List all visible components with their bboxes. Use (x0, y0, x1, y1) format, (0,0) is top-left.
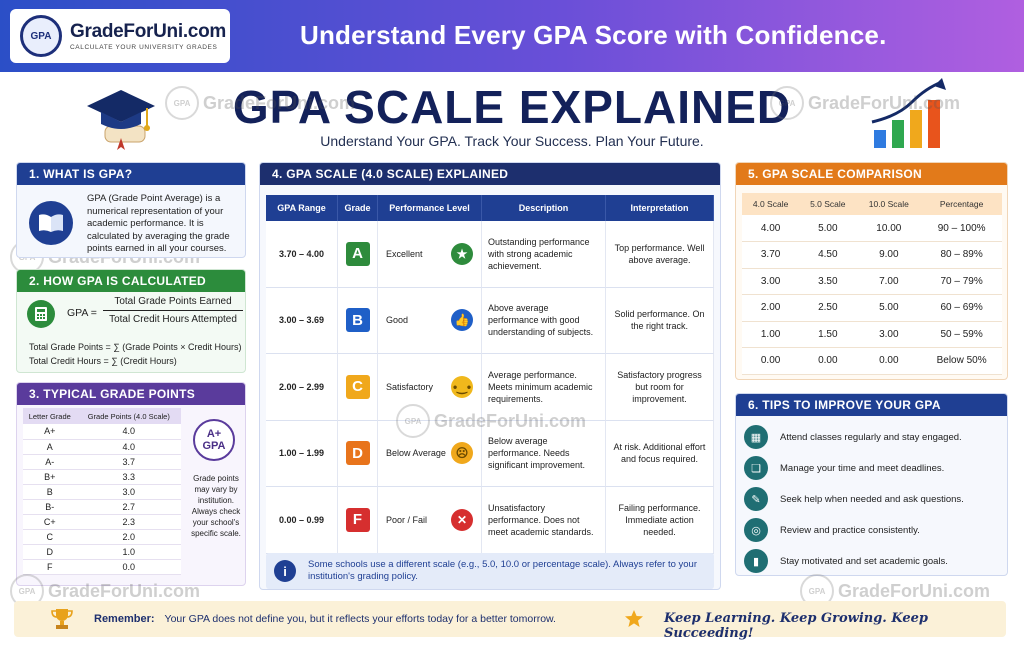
tip-item: ▦ Attend classes regularly and stay engag… (744, 425, 962, 449)
info-icon: i (274, 560, 296, 582)
scale-note-text: Some schools use a different scale (e.g.… (308, 558, 698, 583)
gpa-seal-icon: GPA (20, 15, 62, 57)
table-row: 2.00 2.50 5.00 60 – 69% (742, 294, 1002, 322)
star-icon: ★ (451, 242, 473, 265)
col-letter-grade: Letter Grade (23, 408, 77, 424)
tip-item: ◎ Review and practice consistently. (744, 518, 920, 542)
table-row: 0.00 – 0.99 F Poor / Fail ✕ Unsatisfactor… (266, 487, 714, 554)
remember-label: Remember: (94, 613, 155, 625)
neutral-face-icon: •‿• (451, 375, 473, 398)
calculator-icon (27, 300, 55, 328)
tips-heading: 6. TIPS TO IMPROVE YOUR GPA (736, 394, 1007, 416)
col-grade: Grade (338, 195, 378, 221)
top-banner: GPA GradeForUni.com CALCULATE YOUR UNIVE… (0, 0, 1024, 72)
x-circle-icon: ✕ (451, 508, 473, 531)
grade-badge: A (345, 241, 370, 266)
logo-tagline: CALCULATE YOUR UNIVERSITY GRADES (70, 44, 218, 51)
what-is-gpa-panel: 1. WHAT IS GPA? GPA (Grade Point Average… (16, 162, 246, 258)
tip-item: ▮ Stay motivated and set academic goals. (744, 549, 948, 573)
thumbs-up-icon: 👍 (451, 309, 473, 332)
table-row: D 1.0 (23, 544, 181, 560)
formula-denominator: Total Credit Hours Attempted (109, 314, 237, 325)
gpa-formula-label: GPA = (67, 307, 97, 319)
what-is-gpa-text: GPA (Grade Point Average) is a numerical… (87, 193, 230, 254)
growth-chart-icon (871, 78, 946, 148)
formula-numerator: Total Grade Points Earned (103, 296, 243, 311)
what-is-gpa-heading: 1. WHAT IS GPA? (17, 163, 245, 185)
grade-points-table: Letter Grade Grade Points (4.0 Scale) A+… (23, 408, 181, 575)
table-row: 3.70 4.50 9.00 80 – 89% (742, 241, 1002, 269)
footer-banner: Remember: Your GPA does not define you, … (14, 601, 1006, 641)
grade-badge: B (345, 308, 370, 333)
a-plus-gpa-badge: A+ GPA (193, 419, 235, 461)
table-row: 2.00 – 2.99 C Satisfactory •‿• Average pe… (266, 354, 714, 421)
col-grade-points: Grade Points (4.0 Scale) (76, 408, 181, 424)
pencil-icon: ✎ (744, 487, 768, 511)
gpa-scale-heading: 4. GPA SCALE (4.0 SCALE) EXPLAINED (260, 163, 720, 185)
bar-chart-icon: ▮ (744, 549, 768, 573)
footer-slogan: Keep Learning. Keep Growing. Keep Succee… (664, 611, 928, 641)
table-row: C 2.0 (23, 529, 181, 545)
formula-line-2: Total Credit Hours = ∑ (Credit Hours) (29, 356, 177, 366)
table-row: 0.00 0.00 0.00 Below 50% (742, 347, 1002, 375)
table-row: A- 3.7 (23, 454, 181, 470)
table-row: B- 2.7 (23, 499, 181, 515)
table-row: 4.00 5.00 10.00 90 – 100% (742, 215, 1002, 242)
col-performance-level: Performance Level (378, 195, 482, 221)
how-calculated-panel: 2. HOW GPA IS CALCULATED GPA = Total Gra… (16, 269, 246, 373)
table-row: B 3.0 (23, 484, 181, 500)
tip-item: ❏ Manage your time and meet deadlines. (744, 456, 944, 480)
gpa-formula: Total Grade Points Earned Total Credit H… (103, 296, 243, 325)
trophy-icon (51, 609, 73, 629)
typical-grade-points-panel: 3. TYPICAL GRADE POINTS Letter Grade Gra… (16, 382, 246, 586)
typical-grade-points-heading: 3. TYPICAL GRADE POINTS (17, 383, 245, 405)
gpa-comparison-table: 4.0 Scale 5.0 Scale 10.0 Scale Percentage 4… (742, 193, 1002, 375)
col-gpa-range: GPA Range (266, 195, 338, 221)
gpa-comparison-panel: 5. GPA SCALE COMPARISON 4.0 Scale 5.0 Sca… (735, 162, 1008, 380)
graduation-cap-icon (87, 90, 155, 150)
main-title: GPA SCALE EXPLAINED (232, 81, 792, 133)
grade-points-note: Grade points may vary by institution. Al… (191, 474, 241, 538)
main-subtitle: Understand Your GPA. Track Your Success.… (320, 133, 704, 149)
table-row: 3.00 3.50 7.00 70 – 79% (742, 268, 1002, 295)
col-interpretation: Interpretation (606, 195, 714, 221)
col-description: Description (482, 195, 606, 221)
gpa-comparison-heading: 5. GPA SCALE COMPARISON (736, 163, 1007, 185)
table-row: A 4.0 (23, 439, 181, 455)
gpa-scale-table: GPA Range Grade Performance Level Descri… (266, 195, 714, 554)
how-calculated-heading: 2. HOW GPA IS CALCULATED (17, 270, 245, 292)
sad-face-icon: ☹ (451, 442, 473, 465)
remember-text: Your GPA does not define you, but it ref… (164, 613, 556, 625)
gpa-scale-panel: 4. GPA SCALE (4.0 SCALE) EXPLAINED GPA R… (259, 162, 721, 590)
target-icon: ◎ (744, 518, 768, 542)
table-row: 1.00 1.50 3.00 50 – 59% (742, 321, 1002, 348)
formula-line-1: Total Grade Points = ∑ (Grade Points × C… (29, 342, 242, 352)
grade-badge: D (345, 441, 370, 466)
tip-item: ✎ Seek help when needed and ask questions… (744, 487, 964, 511)
grade-badge: F (345, 507, 370, 532)
calendar-icon: ▦ (744, 425, 768, 449)
table-row: 3.00 – 3.69 B Good 👍 Above average perfor… (266, 287, 714, 354)
star-icon (625, 610, 643, 627)
banner-title: Understand Every GPA Score with Confiden… (300, 20, 887, 50)
grade-badge: C (345, 374, 370, 399)
table-row: C+ 2.3 (23, 514, 181, 530)
scale-note: i Some schools use a different scale (e.… (266, 553, 714, 589)
table-row: 3.70 – 4.00 A Excellent ★ Outstanding per… (266, 221, 714, 288)
logo-name: GradeForUni.com (70, 21, 226, 42)
tips-panel: 6. TIPS TO IMPROVE YOUR GPA ▦ Attend clas… (735, 393, 1008, 576)
table-row: 1.00 – 1.99 D Below Average ☹ Below avera… (266, 420, 714, 487)
table-row: B+ 3.3 (23, 469, 181, 485)
table-row: F 0.0 (23, 559, 181, 575)
table-row: A+ 4.0 (23, 424, 181, 440)
open-book-icon (29, 201, 73, 245)
logo[interactable]: GPA GradeForUni.com CALCULATE YOUR UNIVE… (10, 9, 230, 63)
book-icon: ❏ (744, 456, 768, 480)
